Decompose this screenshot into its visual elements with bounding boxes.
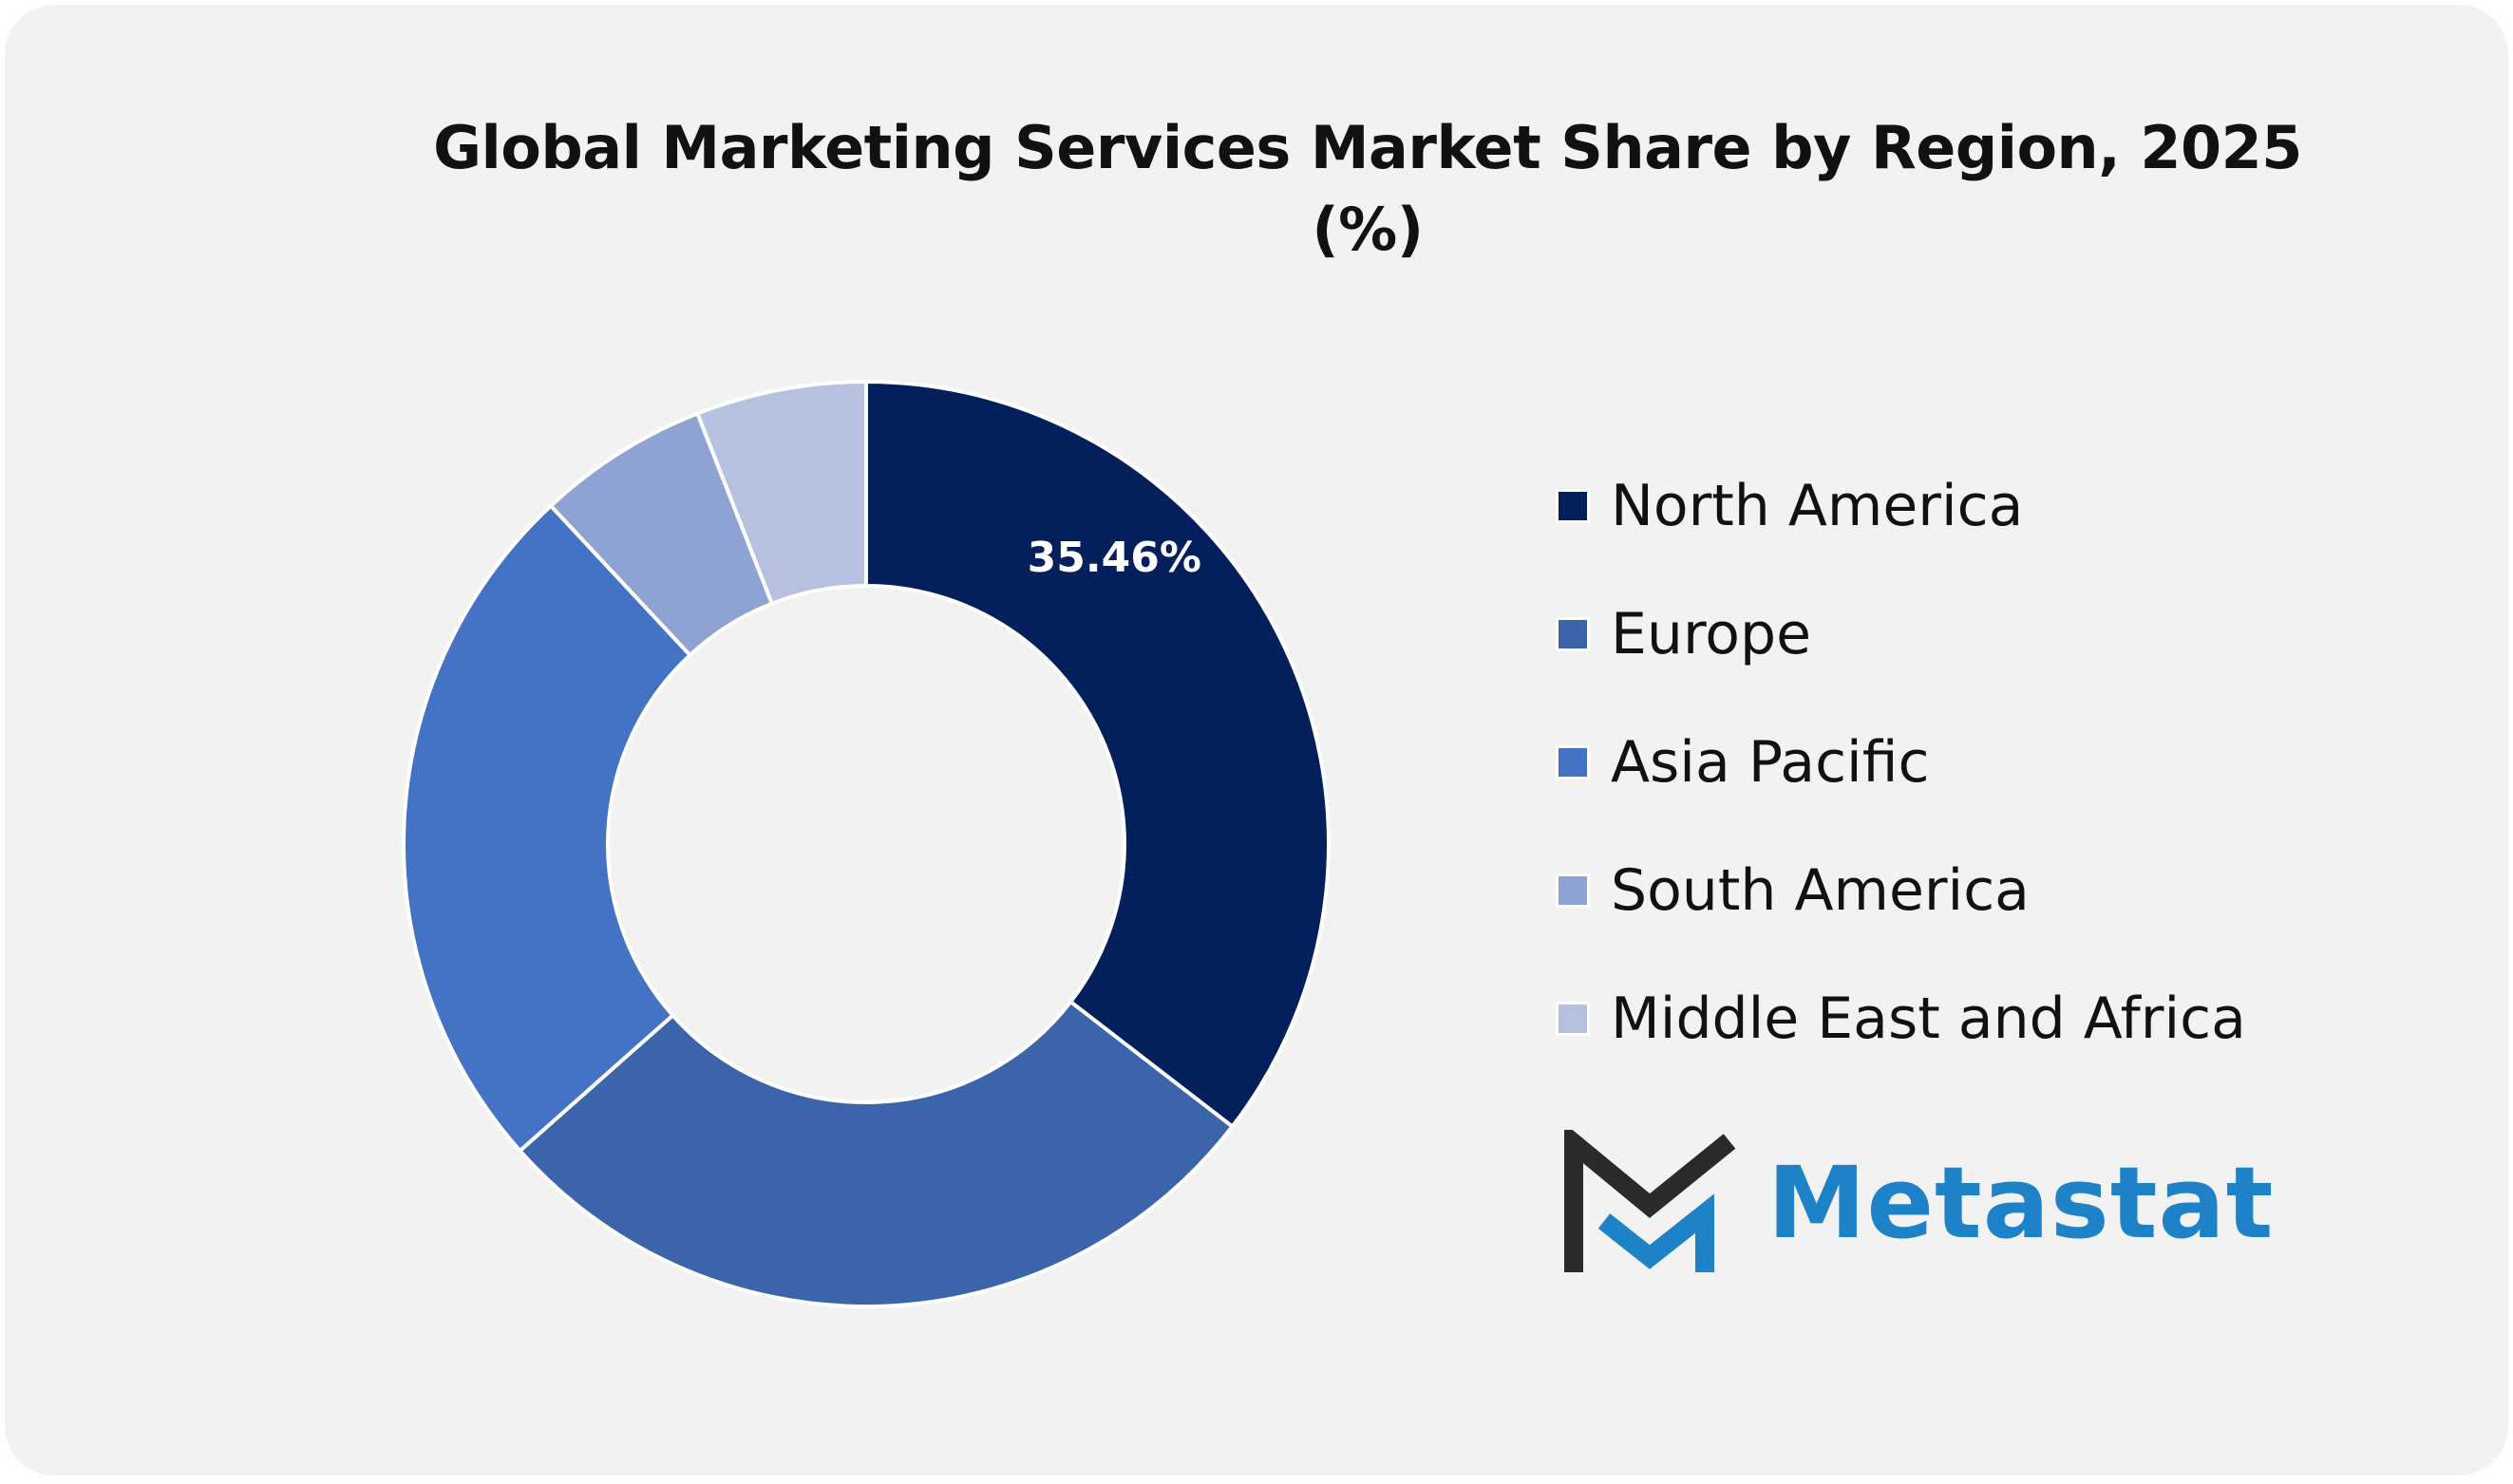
metastat-logo-icon <box>1564 1130 1736 1272</box>
legend-item: Middle East and Africa <box>1556 954 2246 1082</box>
legend-swatch <box>1556 873 1590 908</box>
legend-label: Europe <box>1611 600 1811 667</box>
legend-label: South America <box>1611 856 2030 924</box>
donut-slice <box>864 380 1331 1129</box>
legend-swatch <box>1556 616 1590 651</box>
legend-item: Europe <box>1556 570 2246 698</box>
chart-title-line: Global Marketing Services Market Share b… <box>433 113 2302 182</box>
legend-swatch <box>1556 744 1590 780</box>
chart-legend: North America Europe Asia Pacific South … <box>1556 441 2246 1082</box>
chart-title: Global Marketing Services Market Share b… <box>328 107 2408 271</box>
legend-swatch <box>1556 1001 1590 1036</box>
logo-text: Metastat <box>1767 1145 2275 1261</box>
chart-subtitle: (%) <box>1312 195 1424 264</box>
donut-slice <box>402 503 692 1153</box>
legend-label: Asia Pacific <box>1611 728 1930 796</box>
donut-slice <box>518 1000 1235 1308</box>
legend-label: Middle East and Africa <box>1611 985 2246 1052</box>
legend-item: Asia Pacific <box>1556 698 2246 826</box>
legend-item: North America <box>1556 441 2246 570</box>
data-label: 35.46% <box>1028 534 1201 582</box>
donut-slice <box>695 380 868 606</box>
donut-chart: 35.46% <box>402 380 1331 1308</box>
metastat-logo: Metastat <box>1562 1130 2274 1276</box>
legend-label: North America <box>1611 472 2024 539</box>
legend-item: South America <box>1556 826 2246 954</box>
chart-card: Global Marketing Services Market Share b… <box>5 5 2508 1475</box>
legend-swatch <box>1556 488 1590 523</box>
